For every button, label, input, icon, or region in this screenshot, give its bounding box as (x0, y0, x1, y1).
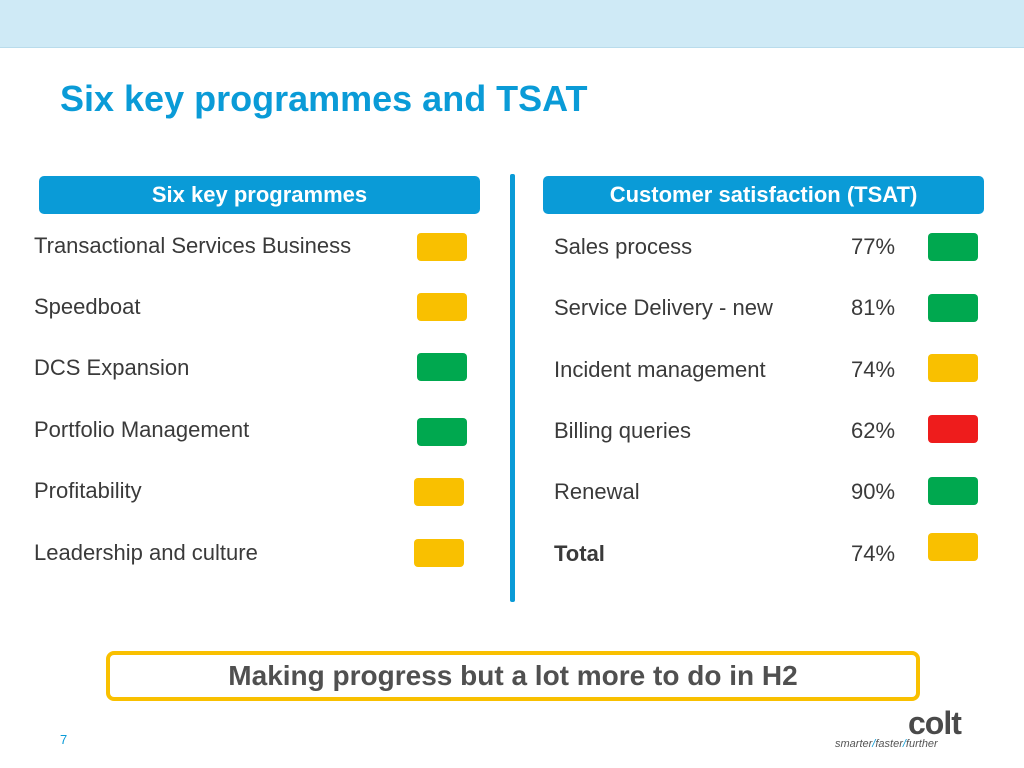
tsat-value: 77% (851, 234, 896, 259)
programme-row: Profitability (34, 476, 474, 506)
programme-label: Transactional Services Business (34, 233, 352, 258)
logo-wordmark: colt (908, 705, 962, 741)
tagline-word: smarter (835, 738, 873, 750)
tsat-row: Service Delivery - new 81% (554, 293, 984, 323)
programme-label: Profitability (34, 478, 142, 503)
tsat-row: Billing queries 62% (554, 415, 984, 446)
tsat-status-swatch (928, 354, 978, 382)
tsat-status-swatch (928, 233, 978, 261)
colt-logo: colt smarter/faster/further (832, 706, 972, 754)
top-band (0, 0, 1024, 48)
slide-title: Six key programmes and TSAT (60, 78, 588, 119)
programme-label: Portfolio Management (34, 417, 250, 442)
programmes-header: Six key programmes (39, 176, 480, 214)
programme-row: DCS Expansion (34, 353, 474, 383)
tagline-word: faster (875, 738, 903, 750)
tsat-value: 90% (851, 479, 896, 504)
tsat-value: 74% (851, 357, 896, 382)
programme-status-swatch (417, 293, 467, 321)
tsat-label: Billing queries (554, 418, 691, 443)
tsat-total-label: Total (554, 541, 605, 566)
tsat-row: Incident management 74% (554, 354, 984, 385)
tsat-value: 62% (851, 418, 896, 443)
tagline-word: further (905, 738, 938, 750)
logo-tagline: smarter/faster/further (835, 738, 938, 750)
column-divider (510, 174, 515, 602)
programme-status-swatch (417, 353, 467, 381)
tsat-total-value: 74% (851, 541, 896, 566)
programme-row: Transactional Services Business (34, 231, 474, 261)
tsat-row: Renewal 90% (554, 477, 984, 507)
programme-status-swatch (414, 539, 464, 567)
tsat-row: Total 74% (554, 533, 984, 569)
programme-status-swatch (417, 418, 467, 446)
programme-row: Leadership and culture (34, 538, 474, 568)
tsat-label: Sales process (554, 234, 693, 259)
programme-label: Speedboat (34, 294, 141, 319)
tsat-label: Renewal (554, 479, 640, 504)
tsat-value: 81% (851, 295, 896, 320)
tsat-status-swatch (928, 415, 978, 443)
tsat-status-swatch (928, 477, 978, 505)
programme-status-swatch (414, 478, 464, 506)
tagline-separator: / (872, 738, 876, 750)
page-number: 7 (60, 732, 68, 747)
tsat-status-swatch (928, 294, 978, 322)
tsat-label: Incident management (554, 357, 766, 382)
tsat-status-swatch (928, 533, 978, 561)
programme-row: Speedboat (34, 292, 474, 322)
programme-label: DCS Expansion (34, 355, 190, 380)
programme-row: Portfolio Management (34, 415, 474, 446)
tsat-row: Sales process 77% (554, 232, 984, 262)
tsat-header: Customer satisfaction (TSAT) (543, 176, 984, 214)
summary-banner: Making progress but a lot more to do in … (106, 651, 920, 701)
programme-status-swatch (417, 233, 467, 261)
tagline-separator: / (902, 738, 906, 750)
tsat-label: Service Delivery - new (554, 295, 773, 320)
programme-label: Leadership and culture (34, 540, 258, 565)
